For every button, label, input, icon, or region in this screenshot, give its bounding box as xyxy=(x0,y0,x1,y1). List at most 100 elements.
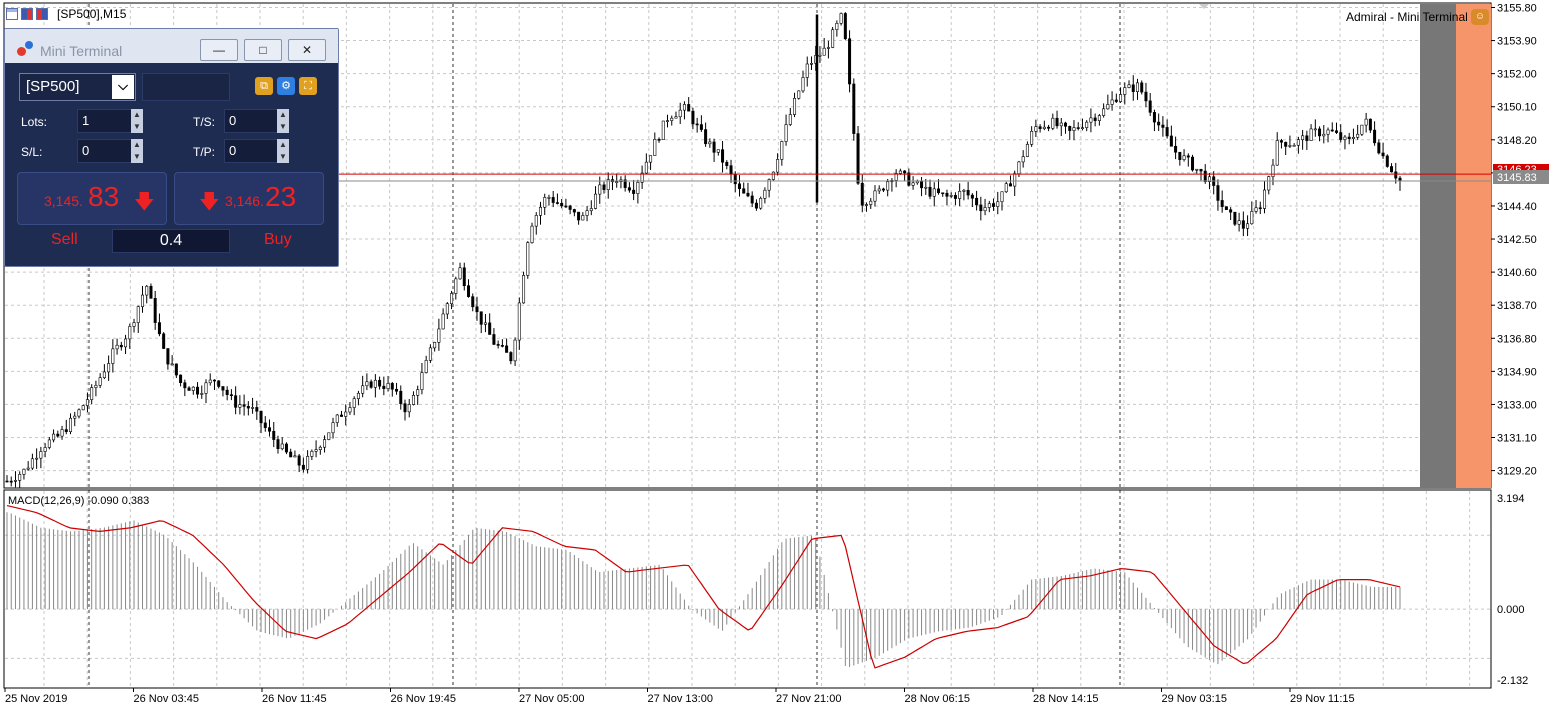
candle-body xyxy=(56,433,60,437)
sl-input[interactable]: 0 xyxy=(77,139,133,163)
candle-body xyxy=(1271,164,1275,177)
expand-icon[interactable]: ⛶ xyxy=(299,77,317,95)
candle-body xyxy=(666,120,670,122)
candle-body xyxy=(530,225,534,243)
candle-body xyxy=(140,294,144,307)
candle-body xyxy=(115,344,119,350)
expert-name: Admiral - Mini Terminal xyxy=(1346,10,1468,24)
bid-price-label: 3145.83 xyxy=(1497,172,1537,184)
time-tick-label: 26 Nov 19:45 xyxy=(391,693,456,705)
candle-body xyxy=(445,303,449,315)
lots-label: Lots: xyxy=(21,115,48,129)
candle-body xyxy=(1174,145,1178,153)
candle-body xyxy=(1334,130,1338,133)
candle-body xyxy=(632,189,636,194)
candle-body xyxy=(627,187,631,191)
candle-body xyxy=(805,63,809,78)
settings-icon[interactable]: ⚙ xyxy=(277,77,295,95)
candle-body xyxy=(39,451,43,459)
candle-body xyxy=(949,195,953,197)
tp-input[interactable]: 0 xyxy=(224,139,280,163)
sl-stepper[interactable]: ▲ ▼ xyxy=(131,139,143,163)
candle-body xyxy=(623,179,627,188)
candle-body xyxy=(1127,84,1131,88)
candle-body xyxy=(69,417,73,433)
chart-shift-marker[interactable] xyxy=(1199,4,1209,9)
copy-icon[interactable]: ⧉ xyxy=(255,77,273,95)
candle-body xyxy=(958,191,962,199)
mini-terminal-titlebar[interactable]: Mini Terminal — □ ✕ xyxy=(5,29,338,63)
candle-body xyxy=(826,47,830,49)
candle-body xyxy=(1394,171,1398,179)
candle-body xyxy=(1275,140,1279,166)
candle-body xyxy=(1203,170,1207,182)
candle-body xyxy=(691,110,695,125)
lots-input[interactable]: 1 xyxy=(77,109,133,133)
candle-body xyxy=(314,449,318,452)
candle-body xyxy=(1390,166,1394,173)
candle-body xyxy=(547,197,551,199)
candle-body xyxy=(848,38,852,85)
candle-body xyxy=(577,211,581,221)
candle-body xyxy=(1186,155,1190,158)
lots-stepper[interactable]: ▲ ▼ xyxy=(131,109,143,133)
volume-field[interactable]: 0.4 xyxy=(112,229,230,253)
macd-label: MACD(12,26,9) -0.090 0.383 xyxy=(8,495,149,507)
candle-body xyxy=(289,451,293,458)
buy-label[interactable]: Buy xyxy=(264,231,292,248)
expert-smiley-icon[interactable]: ☺ xyxy=(1471,9,1489,25)
candle-body xyxy=(1017,161,1021,175)
price-tick-label: 3148.20 xyxy=(1497,135,1537,147)
mini-terminal-panel[interactable]: Mini Terminal — □ ✕ [SP500] ⌵ ⧉ ⚙ ⛶ Lots… xyxy=(4,28,339,267)
candle-body xyxy=(1178,151,1182,160)
candle-body xyxy=(102,371,106,379)
candle-body xyxy=(420,372,424,390)
candle-body xyxy=(1021,156,1025,163)
candle-body xyxy=(793,97,797,115)
minimize-button[interactable]: — xyxy=(200,39,238,61)
candle-body xyxy=(339,414,343,417)
ts-input[interactable]: 0 xyxy=(224,109,280,133)
candle-body xyxy=(860,182,864,206)
price-tick-label: 3138.70 xyxy=(1497,300,1537,312)
candle-body xyxy=(428,347,432,361)
candle-body xyxy=(746,192,750,197)
candle-body xyxy=(162,333,166,349)
tp-stepper[interactable]: ▲ ▼ xyxy=(277,139,289,163)
price-tick-label: 3133.00 xyxy=(1497,399,1537,411)
buy-button[interactable]: 🡇 3,146. 23 xyxy=(174,172,324,225)
symbol-select[interactable]: [SP500] ⌵ xyxy=(19,73,136,101)
candle-body xyxy=(538,206,542,216)
sell-label[interactable]: Sell xyxy=(51,231,78,248)
candle-body xyxy=(1182,155,1186,160)
candle-body xyxy=(179,374,183,384)
candle-body xyxy=(1207,176,1211,182)
price-tick-label: 3155.80 xyxy=(1497,2,1537,14)
sell-button[interactable]: 3,145. 83 🡇 xyxy=(17,172,167,225)
candle-body xyxy=(475,306,479,313)
candle-body xyxy=(183,382,187,389)
candle-body xyxy=(716,149,720,153)
symbol-info-box xyxy=(142,73,230,101)
macd-tick-label: -2.132 xyxy=(1497,675,1528,687)
candle-body xyxy=(1097,115,1101,121)
candle-body xyxy=(212,379,216,382)
candle-body xyxy=(1042,126,1046,129)
chevron-down-icon[interactable]: ⌵ xyxy=(112,75,134,99)
candle-body xyxy=(1106,104,1110,110)
candle-body xyxy=(390,383,394,390)
candle-body xyxy=(64,429,68,433)
close-button[interactable]: ✕ xyxy=(288,39,326,61)
admiral-logo-icon xyxy=(17,41,33,57)
candle-body xyxy=(522,275,526,304)
candle-body xyxy=(373,379,377,388)
macd-tick-label: 0.000 xyxy=(1497,604,1525,616)
candle-body xyxy=(907,172,911,186)
candle-body xyxy=(776,159,780,173)
ts-stepper[interactable]: ▲ ▼ xyxy=(277,109,289,133)
restore-button[interactable]: □ xyxy=(244,39,282,61)
candle-body xyxy=(310,450,314,457)
candle-body xyxy=(1000,191,1004,203)
